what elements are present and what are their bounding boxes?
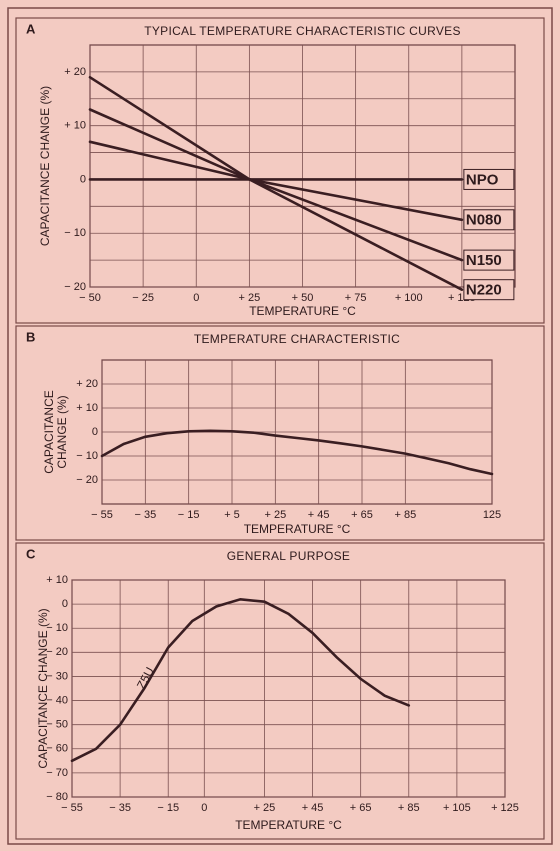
x-tick-label: + 45 <box>302 802 324 814</box>
y-tick-label: − 10 <box>64 227 86 239</box>
series-line <box>100 429 494 476</box>
y-tick-label: − 80 <box>46 791 68 803</box>
x-tick-label: + 45 <box>308 509 330 521</box>
y-tick-label: − 50 <box>46 719 68 731</box>
panel-frame <box>15 542 545 840</box>
y-tick-label: − 20 <box>64 281 86 293</box>
y-tick-label: − 40 <box>46 694 68 706</box>
series-line <box>70 597 411 763</box>
y-tick-label: + 10 <box>64 120 86 132</box>
x-tick-label: 125 <box>483 509 501 521</box>
series-label: N080 <box>466 212 502 229</box>
x-tick-label: − 55 <box>91 509 113 521</box>
x-axis-label: TEMPERATURE °C <box>249 304 356 318</box>
chart-title: TYPICAL TEMPERATURE CHARACTERISTIC CURVE… <box>144 24 461 38</box>
series-label-box <box>463 279 515 301</box>
x-tick-label: + 85 <box>398 802 420 814</box>
x-tick-label: − 15 <box>157 802 179 814</box>
y-axis-label: CAPACITANCE CHANGE (%) <box>38 86 52 246</box>
x-tick-label: − 25 <box>132 292 154 304</box>
y-tick-label: − 10 <box>46 622 68 634</box>
y-tick-label: 0 <box>62 598 68 610</box>
x-tick-label: + 25 <box>254 802 276 814</box>
chart-title: GENERAL PURPOSE <box>227 549 350 563</box>
x-tick-label: + 125 <box>491 802 519 814</box>
x-tick-label: + 25 <box>239 292 261 304</box>
y-tick-label: − 10 <box>76 450 98 462</box>
series-label-box <box>463 168 515 190</box>
x-tick-label: + 75 <box>345 292 367 304</box>
x-tick-label: + 65 <box>351 509 373 521</box>
panel-letter: B <box>26 329 35 344</box>
y-tick-label: − 20 <box>46 646 68 658</box>
x-tick-label: + 85 <box>394 509 416 521</box>
x-tick-label: + 50 <box>292 292 314 304</box>
series-label: N220 <box>466 282 502 299</box>
y-tick-label: 0 <box>92 426 98 438</box>
y-tick-label: − 60 <box>46 743 68 755</box>
y-axis-label: CAPACITANCE <box>42 390 56 474</box>
series-label: N150 <box>466 252 502 269</box>
x-tick-label: + 100 <box>395 292 423 304</box>
y-tick-label: + 10 <box>76 402 98 414</box>
y-axis-label: CAPACITANCE CHANGE (%) <box>36 608 50 768</box>
y-tick-label: + 20 <box>64 66 86 78</box>
x-tick-label: − 35 <box>134 509 156 521</box>
x-axis-label: TEMPERATURE °C <box>244 522 351 536</box>
x-tick-label: − 15 <box>178 509 200 521</box>
y-tick-label: − 20 <box>76 474 98 486</box>
x-tick-label: + 25 <box>264 509 286 521</box>
panel-letter: A <box>26 21 36 36</box>
series-label-box <box>463 209 515 231</box>
page-frame <box>7 7 553 845</box>
x-tick-label: − 35 <box>109 802 131 814</box>
series-label-box <box>463 249 515 271</box>
x-tick-label: − 55 <box>61 802 83 814</box>
chart-title: TEMPERATURE CHARACTERISTIC <box>194 332 400 346</box>
y-tick-label: 0 <box>80 173 86 185</box>
x-axis-label: TEMPERATURE °C <box>235 818 342 832</box>
panel-letter: C <box>26 546 36 561</box>
y-axis-label: CHANGE (%) <box>55 395 69 468</box>
y-tick-label: + 20 <box>76 378 98 390</box>
x-tick-label: + 105 <box>443 802 471 814</box>
panel-frame <box>15 325 545 541</box>
y-tick-label: + 10 <box>46 574 68 586</box>
x-tick-label: + 5 <box>224 509 240 521</box>
x-tick-label: 0 <box>201 802 207 814</box>
series-line <box>88 76 464 291</box>
x-tick-label: − 50 <box>79 292 101 304</box>
x-tick-label: + 65 <box>350 802 372 814</box>
series-label: NPO <box>466 171 499 188</box>
panel-frame <box>15 17 545 324</box>
y-tick-label: − 30 <box>46 670 68 682</box>
y-tick-label: − 70 <box>46 767 68 779</box>
x-tick-label: 0 <box>193 292 199 304</box>
